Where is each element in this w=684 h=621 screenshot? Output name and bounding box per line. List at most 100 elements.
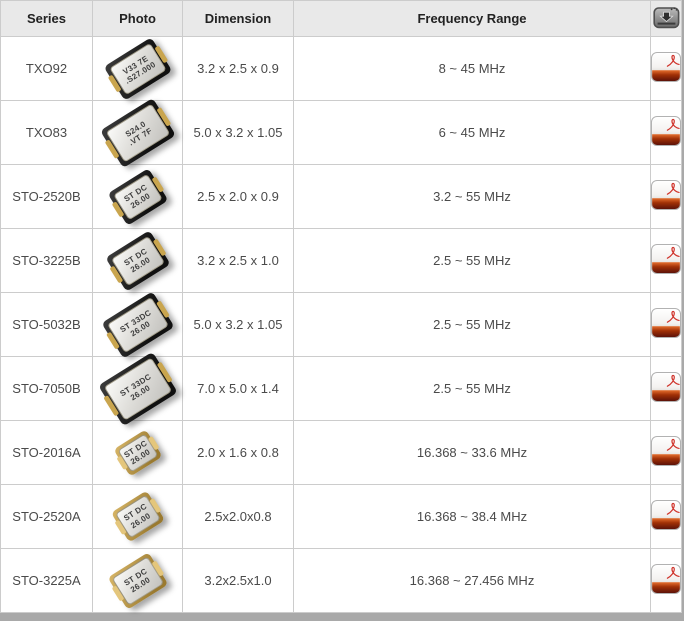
table-row: STO-3225A ST DC 26.00 3.2x2.5x1.0 16.368… bbox=[0, 548, 682, 613]
frequency-label: 8 ~ 45 MHz bbox=[438, 61, 506, 76]
table-row: STO-2520A ST DC 26.00 2.5x2.0x0.8 16.368… bbox=[0, 484, 682, 549]
frequency-cell: 16.368 ~ 38.4 MHz bbox=[293, 484, 651, 549]
chip-photo: ST 33DC 26.00 bbox=[97, 351, 178, 426]
frequency-label: 6 ~ 45 MHz bbox=[438, 125, 506, 140]
dimension-label: 3.2 x 2.5 x 1.0 bbox=[197, 253, 279, 268]
chip-top-face: ST DC 26.00 bbox=[110, 235, 165, 286]
column-header-dimension: Dimension bbox=[182, 0, 294, 37]
chip-top-face: ST DC 26.00 bbox=[111, 555, 164, 606]
frequency-label: 2.5 ~ 55 MHz bbox=[433, 317, 511, 332]
series-label: STO-5032B bbox=[12, 317, 81, 332]
series-cell: STO-7050B bbox=[0, 356, 93, 421]
table-row: STO-5032B ST 33DC 26.00 5.0 x 3.2 x 1.05… bbox=[0, 290, 682, 359]
dimension-label: 2.5 x 2.0 x 0.9 bbox=[197, 189, 279, 204]
frequency-label: 2.5 ~ 55 MHz bbox=[433, 253, 511, 268]
series-cell: STO-5032B bbox=[0, 292, 93, 357]
photo-cell: ST DC 26.00 bbox=[92, 420, 183, 485]
dimension-cell: 7.0 x 5.0 x 1.4 bbox=[182, 356, 294, 421]
dimension-cell: 5.0 x 3.2 x 1.05 bbox=[182, 100, 294, 165]
dimension-label: 3.2 x 2.5 x 0.9 bbox=[197, 61, 279, 76]
dimension-cell: 3.2x2.5x1.0 bbox=[182, 548, 294, 613]
photo-cell: ST DC 26.00 bbox=[92, 548, 183, 613]
frequency-label: 16.368 ~ 33.6 MHz bbox=[416, 445, 528, 460]
download-tray-icon bbox=[652, 5, 680, 32]
pdf-cell bbox=[650, 356, 682, 421]
frequency-cell: 2.5 ~ 55 MHz bbox=[293, 228, 651, 293]
pdf-download-icon[interactable] bbox=[651, 52, 681, 82]
table-body: TXO92 V33 7E .S27.000 3.2 x 2.5 x 0.9 8 … bbox=[0, 36, 682, 613]
dimension-cell: 3.2 x 2.5 x 0.9 bbox=[182, 36, 294, 101]
photo-cell: ST 33DC 26.00 bbox=[92, 290, 183, 359]
chip-photo: ST DC 26.00 bbox=[112, 428, 163, 477]
dimension-cell: 2.5 x 2.0 x 0.9 bbox=[182, 164, 294, 229]
dimension-label: 5.0 x 3.2 x 1.05 bbox=[193, 125, 283, 140]
photo-cell: ST DC 26.00 bbox=[92, 164, 183, 229]
chip-top-face: ST 33DC 26.00 bbox=[103, 356, 172, 421]
frequency-cell: 2.5 ~ 55 MHz bbox=[293, 292, 651, 357]
series-label: STO-2016A bbox=[12, 445, 81, 460]
series-label: STO-3225A bbox=[12, 573, 81, 588]
series-cell: STO-2016A bbox=[0, 420, 93, 485]
chip-top-face: ST DC 26.00 bbox=[117, 432, 158, 473]
series-cell: STO-2520A bbox=[0, 484, 93, 549]
series-cell: TXO92 bbox=[0, 36, 93, 101]
pdf-download-icon[interactable] bbox=[651, 244, 681, 274]
table-row: TXO92 V33 7E .S27.000 3.2 x 2.5 x 0.9 8 … bbox=[0, 36, 682, 101]
chip-top-face: V33 7E .S27.000 bbox=[108, 42, 167, 95]
chip-top-face: ST 33DC 26.00 bbox=[106, 296, 169, 353]
pdf-cell bbox=[650, 164, 682, 229]
frequency-cell: 16.368 ~ 27.456 MHz bbox=[293, 548, 651, 613]
dimension-cell: 5.0 x 3.2 x 1.05 bbox=[182, 292, 294, 357]
pdf-cell bbox=[650, 100, 682, 165]
dimension-label: 3.2x2.5x1.0 bbox=[204, 573, 272, 588]
chip-top-face: ST DC 26.00 bbox=[112, 173, 163, 220]
pdf-cell bbox=[650, 36, 682, 101]
chip-top-face: ST DC 26.00 bbox=[114, 494, 161, 539]
chip-photo: V33 7E .S27.000 bbox=[103, 36, 172, 101]
table-row: STO-7050B ST 33DC 26.00 7.0 x 5.0 x 1.4 … bbox=[0, 351, 682, 426]
frequency-label: 16.368 ~ 27.456 MHz bbox=[409, 573, 535, 588]
series-label: STO-3225B bbox=[12, 253, 81, 268]
table-row: TXO83 S24.0 .VT 7F 5.0 x 3.2 x 1.05 6 ~ … bbox=[0, 97, 682, 168]
dimension-cell: 3.2 x 2.5 x 1.0 bbox=[182, 228, 294, 293]
pdf-cell bbox=[650, 484, 682, 549]
chip-photo: ST DC 26.00 bbox=[107, 167, 168, 226]
column-header-frequency: Frequency Range bbox=[293, 0, 651, 37]
pdf-cell bbox=[650, 228, 682, 293]
photo-cell: ST 33DC 26.00 bbox=[92, 351, 183, 426]
dimension-label: 2.0 x 1.6 x 0.8 bbox=[197, 445, 279, 460]
chip-top-face: S24.0 .VT 7F bbox=[105, 102, 170, 163]
series-cell: STO-3225B bbox=[0, 228, 93, 293]
frequency-label: 3.2 ~ 55 MHz bbox=[433, 189, 511, 204]
column-header-photo: Photo bbox=[92, 0, 183, 37]
photo-cell: V33 7E .S27.000 bbox=[92, 36, 183, 101]
chip-photo: ST DC 26.00 bbox=[104, 229, 171, 292]
frequency-cell: 8 ~ 45 MHz bbox=[293, 36, 651, 101]
pdf-cell bbox=[650, 548, 682, 613]
photo-cell: ST DC 26.00 bbox=[92, 484, 183, 549]
photo-cell: ST DC 26.00 bbox=[92, 228, 183, 293]
column-header-series: Series bbox=[0, 0, 93, 37]
frequency-label: 2.5 ~ 55 MHz bbox=[433, 381, 511, 396]
pdf-download-icon[interactable] bbox=[651, 500, 681, 530]
series-cell: TXO83 bbox=[0, 100, 93, 165]
table-row: STO-2520B ST DC 26.00 2.5 x 2.0 x 0.9 3.… bbox=[0, 164, 682, 229]
chip-photo: ST DC 26.00 bbox=[107, 551, 168, 610]
pdf-download-icon[interactable] bbox=[651, 180, 681, 210]
dimension-cell: 2.0 x 1.6 x 0.8 bbox=[182, 420, 294, 485]
series-label: TXO83 bbox=[25, 125, 68, 140]
photo-cell: S24.0 .VT 7F bbox=[92, 97, 183, 168]
table-header: Series Photo Dimension Frequency Range bbox=[0, 0, 682, 37]
table-row: STO-3225B ST DC 26.00 3.2 x 2.5 x 1.0 2.… bbox=[0, 228, 682, 293]
frequency-cell: 16.368 ~ 33.6 MHz bbox=[293, 420, 651, 485]
frequency-label: 16.368 ~ 38.4 MHz bbox=[416, 509, 528, 524]
chip-photo: S24.0 .VT 7F bbox=[99, 97, 176, 168]
pdf-download-icon[interactable] bbox=[651, 308, 681, 338]
table-row: STO-2016A ST DC 26.00 2.0 x 1.6 x 0.8 16… bbox=[0, 420, 682, 485]
pdf-download-icon[interactable] bbox=[651, 372, 681, 402]
pdf-cell bbox=[650, 420, 682, 485]
pdf-download-icon[interactable] bbox=[651, 116, 681, 146]
pdf-download-icon[interactable] bbox=[651, 564, 681, 594]
pdf-download-icon[interactable] bbox=[651, 436, 681, 466]
